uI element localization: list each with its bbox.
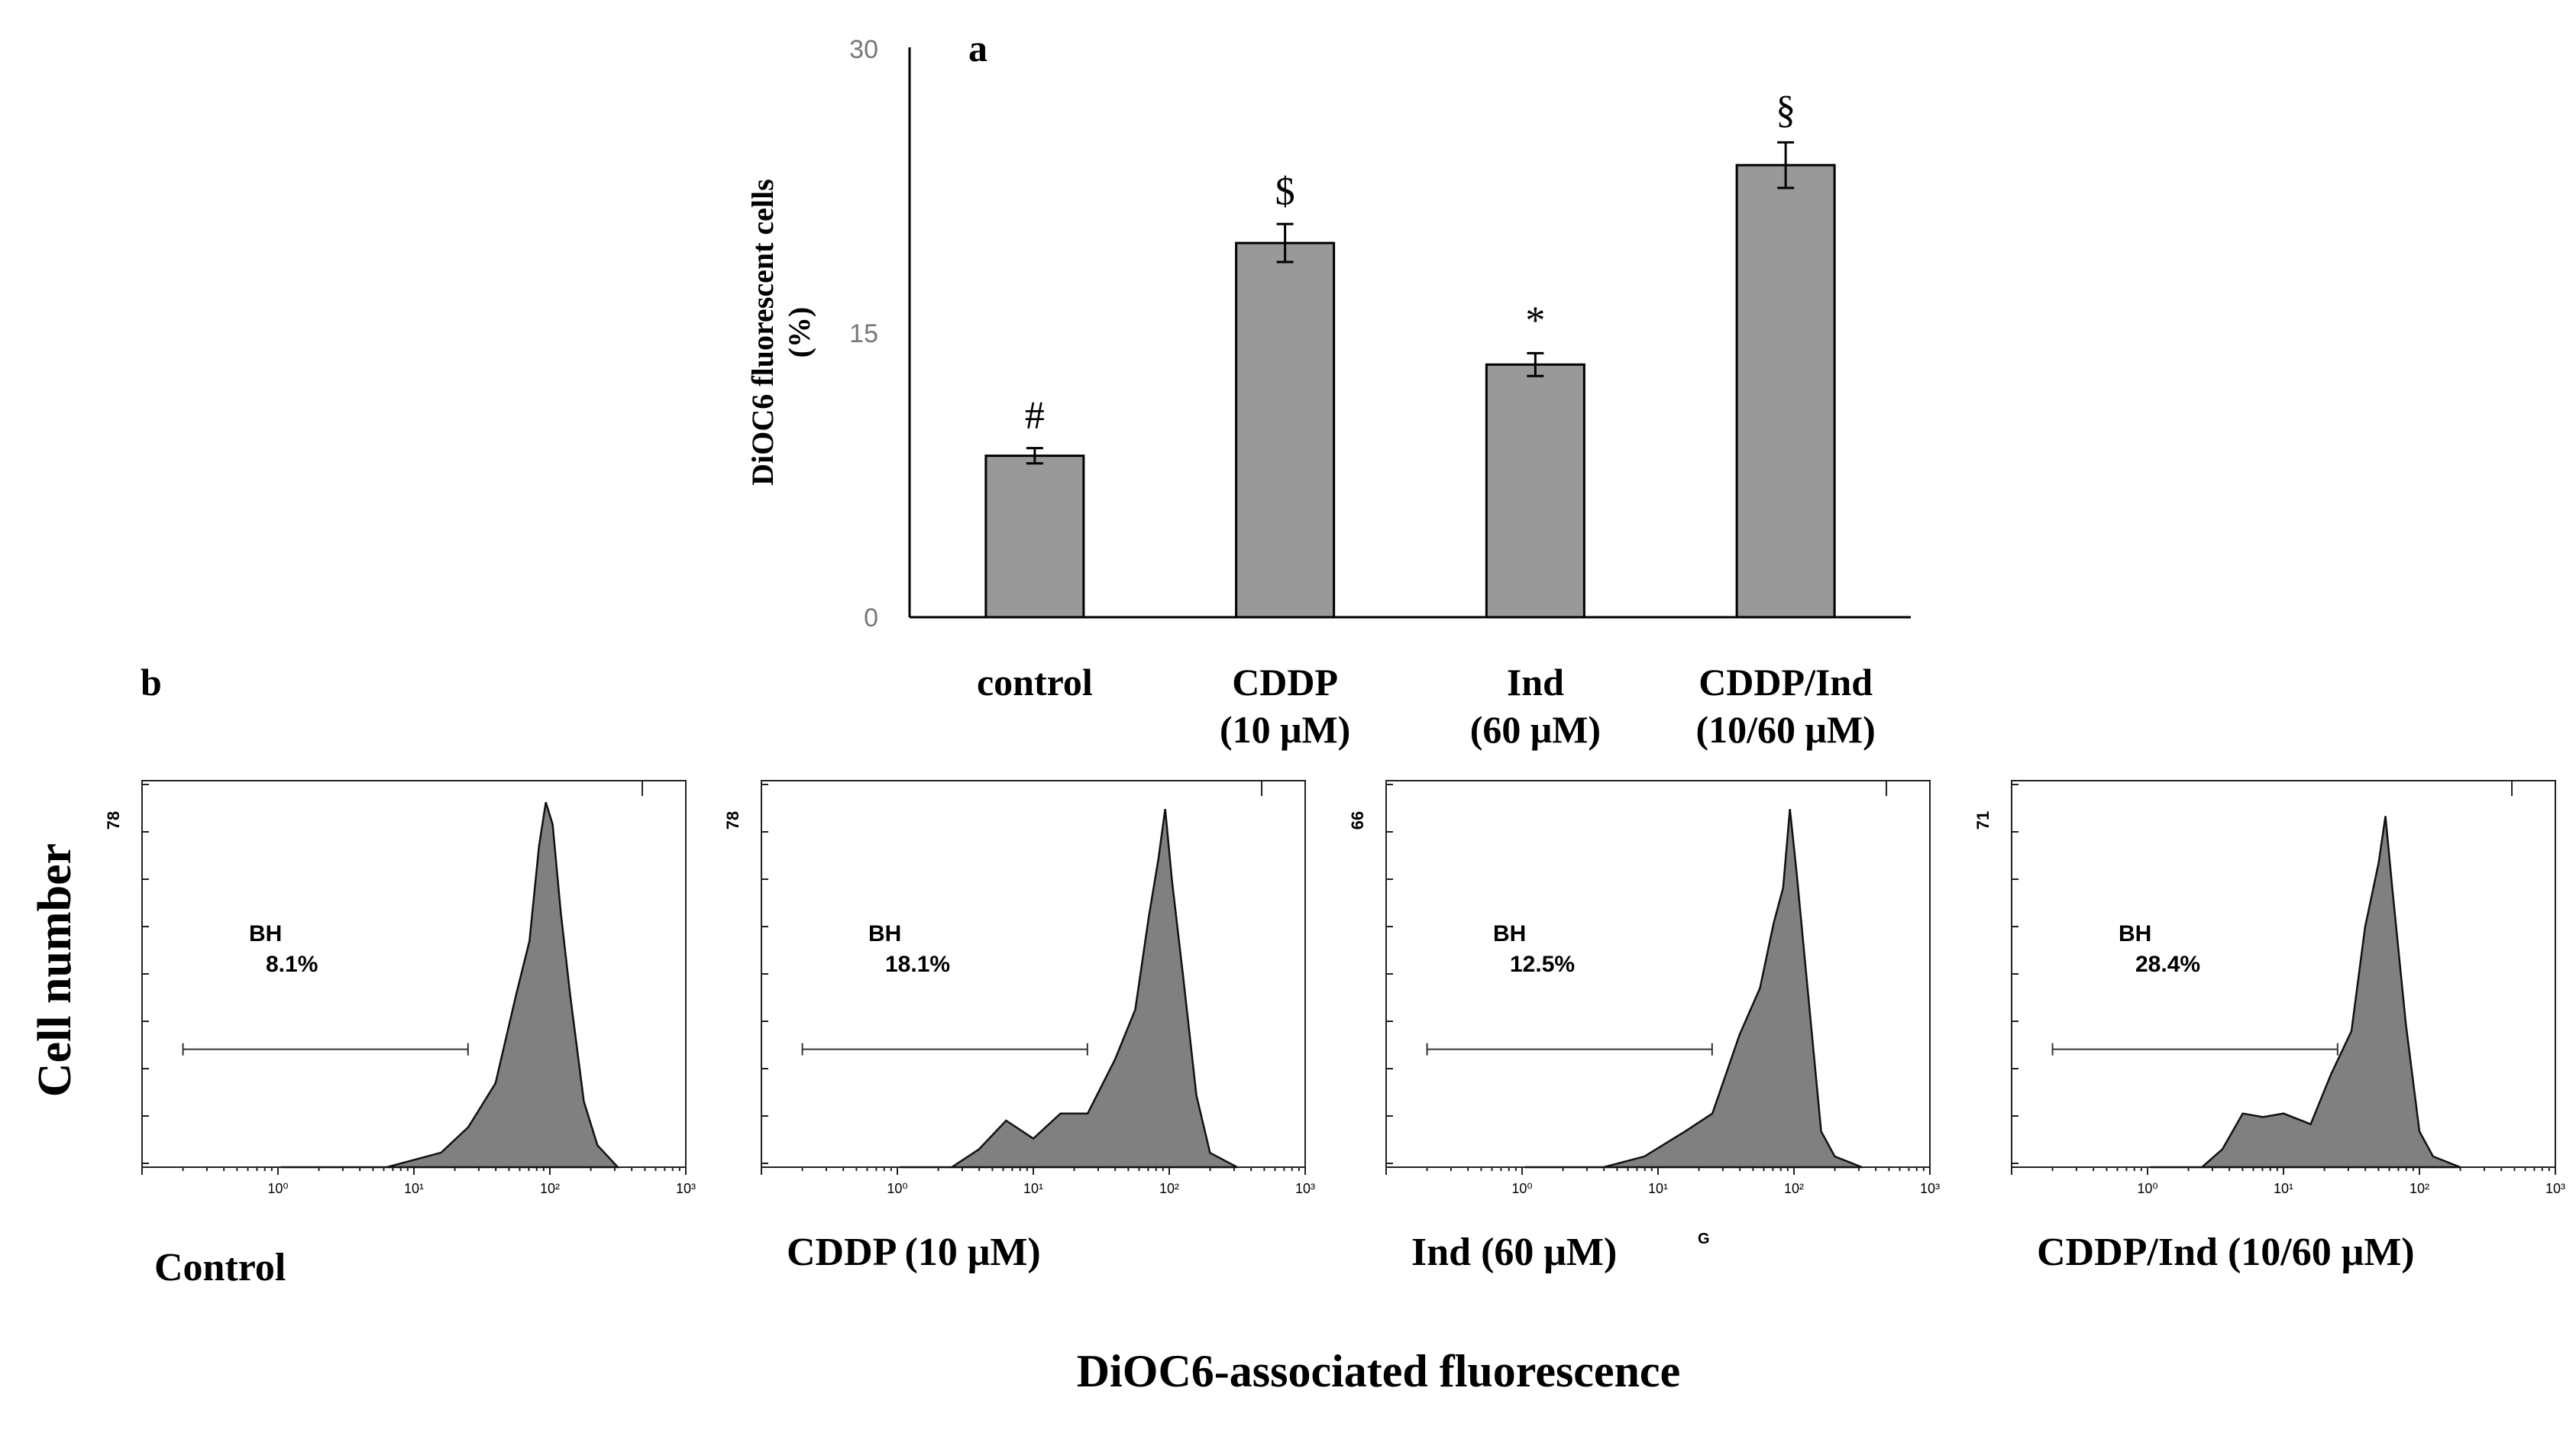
bar <box>984 455 1085 619</box>
gate-percent: 28.4% <box>2135 952 2200 977</box>
x-category-sublabel: (10 μM) <box>1220 708 1350 751</box>
x-tick-label: 10³ <box>2545 1181 2565 1196</box>
bar <box>1735 163 1836 619</box>
x-tick-label: 10² <box>540 1181 560 1196</box>
x-category-sublabel: (10/60 μM) <box>1696 708 1876 751</box>
histogram-panel: b Cell number 78 10⁰ 10¹ 10² 10³ BH 8.1% Contro… <box>29 661 2565 1396</box>
histogram-area <box>2150 816 2461 1169</box>
x-tick-label: 10² <box>2410 1181 2429 1196</box>
histogram-condition-label: Control <box>154 1246 286 1289</box>
x-category-label: CDDP <box>1232 661 1338 704</box>
x-category-labels: control CDDP(10 μM) Ind(60 μM) CDDP/Ind(10/… <box>977 661 1876 751</box>
y-axis-title-line1: DiOC6 fluorescent cells <box>745 179 780 485</box>
gate-percent: 12.5% <box>1510 952 1575 977</box>
significance-marker: $ <box>1275 170 1295 213</box>
x-tick-label: 10⁰ <box>1511 1181 1532 1196</box>
histogram: 66 10⁰ 10¹ 10² 10³ BH 12.5% Ind (60 μM) G <box>1348 780 1940 1274</box>
panel-label-a: a <box>968 27 987 70</box>
bar <box>1485 363 1585 619</box>
histogram-condition-label: Ind (60 μM) <box>1411 1231 1617 1274</box>
histogram: 78 10⁰ 10¹ 10² 10³ BH 18.1% CDDP (10 μM) <box>723 780 1315 1274</box>
stray-axis-label: G <box>1698 1231 1710 1247</box>
x-tick-label: 10⁰ <box>887 1181 907 1196</box>
y-tick-label: 15 <box>849 319 878 348</box>
y-max-label: 71 <box>1973 811 1993 830</box>
gate-name: BH <box>2119 921 2151 946</box>
fluorescence-axis-title: DiOC6-associated fluorescence <box>1077 1346 1680 1396</box>
bar-chart-panel: a 30 15 0 DiOC6 fluorescent cells (%) # $… <box>745 27 1911 751</box>
histogram-frame <box>141 780 687 1168</box>
x-tick-label: 10² <box>1159 1181 1179 1196</box>
x-category-sublabel: (60 μM) <box>1470 708 1601 751</box>
x-category-label: Ind <box>1507 661 1564 704</box>
x-category-label: CDDP/Ind <box>1698 661 1873 704</box>
panel-label-b: b <box>141 661 162 704</box>
histogram: 78 10⁰ 10¹ 10² 10³ BH 8.1% Control <box>104 780 696 1289</box>
y-max-label: 78 <box>723 811 742 830</box>
x-tick-label: 10² <box>1784 1181 1804 1196</box>
x-tick-label: 10¹ <box>2274 1181 2293 1196</box>
histograms: 78 10⁰ 10¹ 10² 10³ BH 8.1% Control 78 10⁰ 10¹ 10² 10… <box>104 780 2565 1289</box>
x-tick-label: 10⁰ <box>267 1181 288 1196</box>
cell-number-axis-title: Cell number <box>29 843 81 1097</box>
x-tick-label: 10¹ <box>404 1181 424 1196</box>
histogram: 71 10⁰ 10¹ 10² 10³ BH 28.4% CDDP/Ind (10/60 μM) <box>1973 780 2565 1274</box>
histogram-area <box>900 808 1238 1169</box>
gate-percent: 18.1% <box>885 952 950 977</box>
y-tick-label: 0 <box>864 603 878 632</box>
bars: # $ * § <box>984 88 1836 619</box>
gate-name: BH <box>868 921 901 946</box>
significance-marker: § <box>1776 88 1795 131</box>
x-tick-label: 10⁰ <box>2137 1181 2157 1196</box>
x-tick-label: 10³ <box>1295 1181 1315 1196</box>
x-tick-label: 10¹ <box>1023 1181 1043 1196</box>
y-axis-title-line2: (%) <box>782 307 816 358</box>
y-tick-label: 30 <box>849 35 878 64</box>
gate-name: BH <box>1493 921 1526 946</box>
gate-name: BH <box>249 921 282 946</box>
histogram-frame <box>761 780 1306 1168</box>
gate-percent: 8.1% <box>266 952 318 977</box>
histogram-frame <box>2011 780 2556 1168</box>
x-tick-label: 10³ <box>1920 1181 1940 1196</box>
histogram-frame <box>1385 780 1931 1168</box>
x-tick-label: 10³ <box>676 1181 696 1196</box>
histogram-condition-label: CDDP/Ind (10/60 μM) <box>2037 1231 2415 1274</box>
x-category-label: control <box>977 661 1093 704</box>
y-max-label: 66 <box>1348 811 1367 830</box>
histogram-area <box>280 801 620 1169</box>
bar <box>1235 241 1336 619</box>
x-tick-label: 10¹ <box>1648 1181 1668 1196</box>
y-max-label: 78 <box>104 811 123 830</box>
significance-marker: # <box>1025 394 1045 438</box>
histogram-condition-label: CDDP (10 μM) <box>787 1231 1041 1274</box>
significance-marker: * <box>1525 299 1545 342</box>
histogram-area <box>1524 808 1863 1169</box>
y-axis-title: DiOC6 fluorescent cells (%) <box>745 179 816 485</box>
